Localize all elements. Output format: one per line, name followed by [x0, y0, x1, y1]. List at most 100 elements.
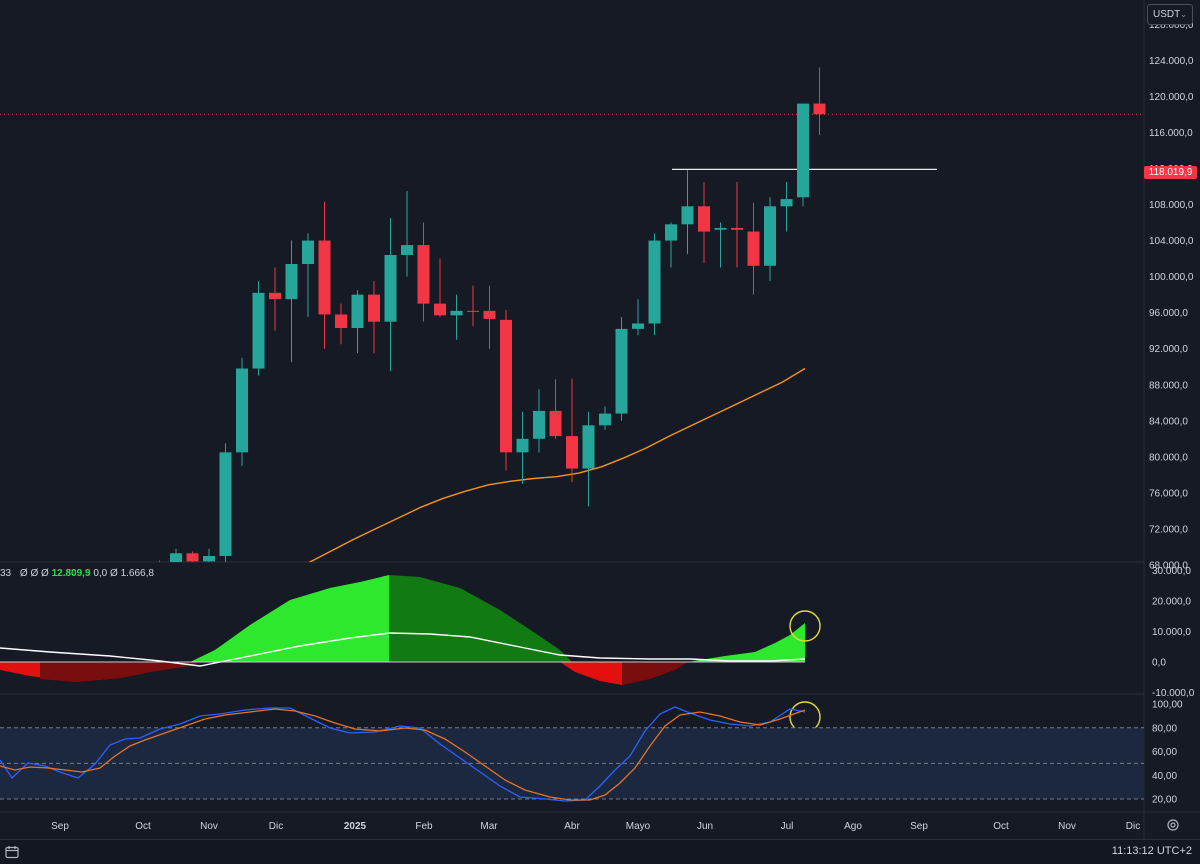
candle-body: [516, 438, 529, 453]
settings-icon[interactable]: [1166, 818, 1180, 832]
time-axis-label: Nov: [1058, 821, 1076, 832]
candle: [170, 548, 182, 562]
time-axis-label: Dic: [269, 821, 283, 832]
clock[interactable]: 11:13:12 UTC+2: [1111, 845, 1192, 857]
candle: [780, 181, 793, 232]
candle: [351, 290, 364, 354]
currency-selector[interactable]: USDT ⌄: [1147, 4, 1193, 25]
time-axis-label: Jun: [697, 821, 713, 832]
price-tick-label: 72.000,0: [1149, 524, 1188, 535]
price-tick-label: 128.000,0: [1149, 20, 1194, 31]
candle: [236, 357, 248, 466]
time-axis-label: Sep: [51, 821, 69, 832]
macd-legend-value2: 0,0: [93, 568, 108, 579]
candle: [252, 281, 265, 376]
candle-body: [731, 227, 743, 230]
price-tick-label: 68.000,0: [1149, 560, 1188, 571]
candle: [203, 548, 215, 562]
candle-body: [599, 413, 611, 426]
time-axis-label: Mayo: [626, 821, 651, 832]
moving-average-line: [308, 367, 806, 562]
price-tick-label: 108.000,0: [1149, 200, 1194, 211]
candle-body: [681, 206, 694, 225]
candle-body: [351, 294, 364, 328]
time-axis-label: Sep: [910, 821, 928, 832]
calendar-icon[interactable]: [4, 844, 20, 860]
candle-body: [170, 553, 182, 562]
candle: [698, 181, 710, 264]
annotation-circle: [789, 610, 821, 642]
macd-hist-negative-weak: [40, 662, 197, 682]
macd-tick-label: 0,0: [1152, 658, 1166, 669]
candle: [813, 67, 826, 136]
candle: [434, 258, 446, 318]
candle-body: [154, 567, 166, 581]
macd-hist-positive-2: [688, 623, 805, 662]
stoch-tick-label: 80,00: [1152, 723, 1177, 734]
macd-signal-line: [0, 632, 806, 667]
candle-body: [483, 310, 496, 319]
time-axis-label: Jul: [781, 821, 794, 832]
candle: [747, 202, 760, 295]
candle: [797, 103, 809, 207]
candle-body: [714, 227, 727, 230]
candle-body: [401, 245, 413, 255]
candle-body: [797, 103, 809, 198]
candle-body: [335, 314, 347, 328]
price-tick-label: 80.000,0: [1149, 452, 1188, 463]
candle: [483, 285, 496, 349]
candle: [566, 378, 578, 483]
candle-body: [450, 310, 463, 316]
candle-body: [747, 231, 760, 266]
time-axis-label: Oct: [135, 821, 151, 832]
time-axis-label: Feb: [415, 821, 433, 832]
chart-canvas[interactable]: 68.000,0 72.000,0 76.000,0 80.000,0 84.000,0…: [0, 0, 1200, 839]
candle-body: [549, 410, 562, 437]
candle: [632, 299, 644, 336]
candle-body: [236, 368, 248, 453]
time-axis-label: Oct: [993, 821, 1009, 832]
macd-hist-negative-2: [560, 662, 622, 685]
time-axis-label: Abr: [564, 821, 580, 832]
candle: [384, 218, 397, 372]
macd-legend-sym2: Ø: [30, 568, 39, 579]
candle: [219, 443, 232, 562]
candle: [615, 317, 628, 421]
candle: [417, 222, 430, 322]
candle-body: [780, 199, 793, 207]
candle: [302, 233, 314, 318]
macd-tick-label: 10.000,0: [1152, 627, 1191, 638]
price-tick-label: 104.000,0: [1149, 236, 1194, 247]
candle-body: [302, 240, 314, 264]
stoch-tick-label: 20,00: [1152, 795, 1177, 806]
current-price-label: 118.019,9: [1144, 166, 1197, 179]
time-axis-label: Nov: [200, 821, 218, 832]
candle-body: [269, 292, 281, 300]
candle-body: [252, 292, 265, 369]
macd-tick-label: 30.000,0: [1152, 566, 1191, 577]
macd-legend-sym4: Ø: [110, 568, 118, 579]
stoch-tick-label: 40,00: [1152, 771, 1177, 782]
candle: [335, 303, 347, 345]
macd-hist-positive-weak: [389, 575, 572, 662]
candle-body: [648, 240, 661, 324]
macd-legend-value1: 12.809,9: [51, 568, 91, 579]
stoch-k-line: [0, 706, 806, 802]
candle: [450, 294, 463, 340]
candle: [318, 201, 331, 349]
candle-body: [318, 240, 331, 315]
candle-body: [500, 319, 512, 453]
candle-body: [698, 206, 710, 232]
candle-body: [417, 245, 430, 304]
price-tick-label: 120.000,0: [1149, 92, 1194, 103]
macd-tick-label: -10.000,0: [1152, 688, 1195, 699]
candle: [467, 285, 479, 327]
candle-body: [434, 303, 446, 316]
candle-body: [764, 206, 776, 266]
price-tick-label: 92.000,0: [1149, 344, 1188, 355]
candle-body: [665, 224, 677, 241]
candle: [500, 309, 512, 471]
candle: [714, 222, 727, 268]
candle-body: [632, 323, 644, 329]
